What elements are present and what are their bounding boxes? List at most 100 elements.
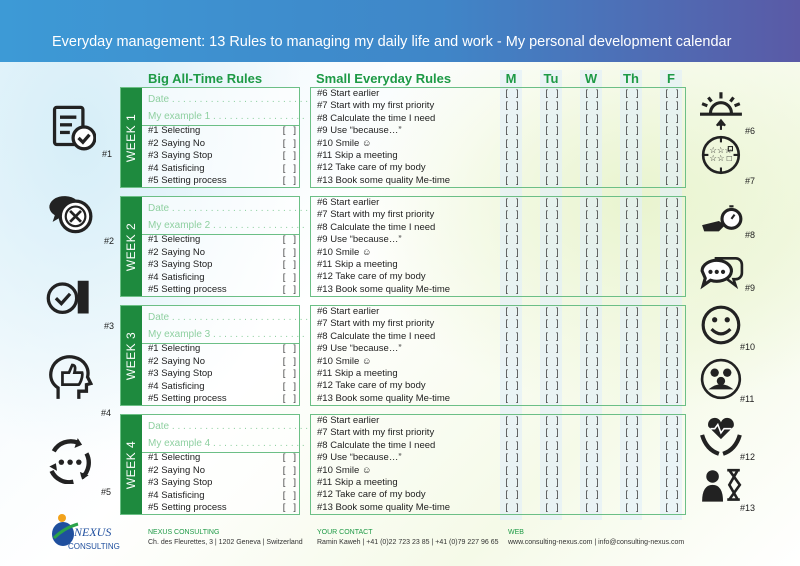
day-checkbox-m[interactable]: [ ] <box>505 501 519 513</box>
rule-checkbox[interactable]: [ ] <box>282 502 296 514</box>
day-checkbox-m[interactable]: [ ] <box>505 439 519 451</box>
day-checkbox-f[interactable]: [ ] <box>665 271 679 283</box>
day-checkbox-f[interactable]: [ ] <box>665 306 679 317</box>
date-field[interactable]: Date . . . . . . . . . . . . . . . . . .… <box>148 421 309 432</box>
day-checkbox-w[interactable]: [ ] <box>585 343 599 355</box>
day-checkbox-w[interactable]: [ ] <box>585 162 599 174</box>
day-checkbox-tu[interactable]: [ ] <box>545 197 559 208</box>
rule-checkbox[interactable]: [ ] <box>282 259 296 271</box>
rule-checkbox[interactable]: [ ] <box>282 137 296 149</box>
day-checkbox-w[interactable]: [ ] <box>585 246 599 258</box>
day-checkbox-tu[interactable]: [ ] <box>545 246 559 258</box>
rule-checkbox[interactable]: [ ] <box>282 393 296 405</box>
day-checkbox-th[interactable]: [ ] <box>625 209 639 221</box>
day-checkbox-f[interactable]: [ ] <box>665 234 679 246</box>
day-checkbox-tu[interactable]: [ ] <box>545 112 559 124</box>
day-checkbox-th[interactable]: [ ] <box>625 174 639 186</box>
date-field[interactable]: Date . . . . . . . . . . . . . . . . . .… <box>148 203 309 214</box>
day-checkbox-w[interactable]: [ ] <box>585 477 599 488</box>
day-checkbox-m[interactable]: [ ] <box>505 137 519 149</box>
day-checkbox-m[interactable]: [ ] <box>505 464 519 476</box>
day-checkbox-w[interactable]: [ ] <box>585 355 599 367</box>
day-checkbox-f[interactable]: [ ] <box>665 489 679 501</box>
date-field[interactable]: Date . . . . . . . . . . . . . . . . . .… <box>148 94 309 105</box>
day-checkbox-th[interactable]: [ ] <box>625 137 639 149</box>
day-checkbox-m[interactable]: [ ] <box>505 343 519 355</box>
day-checkbox-f[interactable]: [ ] <box>665 197 679 208</box>
day-checkbox-w[interactable]: [ ] <box>585 112 599 124</box>
day-checkbox-m[interactable]: [ ] <box>505 392 519 404</box>
day-checkbox-f[interactable]: [ ] <box>665 392 679 404</box>
day-checkbox-th[interactable]: [ ] <box>625 501 639 513</box>
example-field[interactable]: My example 3 . . . . . . . . . . . . . .… <box>148 329 305 340</box>
day-checkbox-th[interactable]: [ ] <box>625 259 639 270</box>
day-checkbox-tu[interactable]: [ ] <box>545 489 559 501</box>
day-checkbox-f[interactable]: [ ] <box>665 125 679 137</box>
rule-checkbox[interactable]: [ ] <box>282 464 296 476</box>
day-checkbox-tu[interactable]: [ ] <box>545 137 559 149</box>
day-checkbox-m[interactable]: [ ] <box>505 380 519 392</box>
day-checkbox-w[interactable]: [ ] <box>585 318 599 330</box>
rule-checkbox[interactable]: [ ] <box>282 477 296 489</box>
day-checkbox-f[interactable]: [ ] <box>665 88 679 99</box>
rule-checkbox[interactable]: [ ] <box>282 452 296 463</box>
day-checkbox-th[interactable]: [ ] <box>625 464 639 476</box>
day-checkbox-f[interactable]: [ ] <box>665 464 679 476</box>
day-checkbox-m[interactable]: [ ] <box>505 174 519 186</box>
day-checkbox-th[interactable]: [ ] <box>625 150 639 161</box>
day-checkbox-tu[interactable]: [ ] <box>545 259 559 270</box>
day-checkbox-th[interactable]: [ ] <box>625 88 639 99</box>
day-checkbox-m[interactable]: [ ] <box>505 150 519 161</box>
footer-web-text[interactable]: www.consulting-nexus.com | info@consulti… <box>508 539 685 546</box>
day-checkbox-th[interactable]: [ ] <box>625 489 639 501</box>
day-checkbox-w[interactable]: [ ] <box>585 392 599 404</box>
day-checkbox-th[interactable]: [ ] <box>625 112 639 124</box>
day-checkbox-m[interactable]: [ ] <box>505 330 519 342</box>
day-checkbox-th[interactable]: [ ] <box>625 125 639 137</box>
day-checkbox-w[interactable]: [ ] <box>585 209 599 221</box>
rule-checkbox[interactable]: [ ] <box>282 234 296 245</box>
day-checkbox-tu[interactable]: [ ] <box>545 415 559 426</box>
day-checkbox-f[interactable]: [ ] <box>665 368 679 379</box>
day-checkbox-f[interactable]: [ ] <box>665 259 679 270</box>
day-checkbox-f[interactable]: [ ] <box>665 246 679 258</box>
day-checkbox-tu[interactable]: [ ] <box>545 306 559 317</box>
day-checkbox-th[interactable]: [ ] <box>625 380 639 392</box>
day-checkbox-th[interactable]: [ ] <box>625 318 639 330</box>
day-checkbox-m[interactable]: [ ] <box>505 283 519 295</box>
day-checkbox-w[interactable]: [ ] <box>585 439 599 451</box>
day-checkbox-th[interactable]: [ ] <box>625 427 639 439</box>
day-checkbox-f[interactable]: [ ] <box>665 343 679 355</box>
day-checkbox-m[interactable]: [ ] <box>505 197 519 208</box>
day-checkbox-m[interactable]: [ ] <box>505 427 519 439</box>
day-checkbox-th[interactable]: [ ] <box>625 306 639 317</box>
day-checkbox-f[interactable]: [ ] <box>665 415 679 426</box>
day-checkbox-f[interactable]: [ ] <box>665 221 679 233</box>
day-checkbox-f[interactable]: [ ] <box>665 209 679 221</box>
day-checkbox-w[interactable]: [ ] <box>585 415 599 426</box>
day-checkbox-tu[interactable]: [ ] <box>545 174 559 186</box>
day-checkbox-m[interactable]: [ ] <box>505 415 519 426</box>
day-checkbox-tu[interactable]: [ ] <box>545 355 559 367</box>
day-checkbox-tu[interactable]: [ ] <box>545 464 559 476</box>
day-checkbox-f[interactable]: [ ] <box>665 355 679 367</box>
rule-checkbox[interactable]: [ ] <box>282 368 296 380</box>
day-checkbox-w[interactable]: [ ] <box>585 380 599 392</box>
day-checkbox-tu[interactable]: [ ] <box>545 501 559 513</box>
day-checkbox-tu[interactable]: [ ] <box>545 330 559 342</box>
rule-checkbox[interactable]: [ ] <box>282 355 296 367</box>
day-checkbox-m[interactable]: [ ] <box>505 355 519 367</box>
day-checkbox-th[interactable]: [ ] <box>625 246 639 258</box>
day-checkbox-th[interactable]: [ ] <box>625 477 639 488</box>
rule-checkbox[interactable]: [ ] <box>282 162 296 174</box>
day-checkbox-th[interactable]: [ ] <box>625 283 639 295</box>
day-checkbox-m[interactable]: [ ] <box>505 162 519 174</box>
rule-checkbox[interactable]: [ ] <box>282 284 296 296</box>
day-checkbox-w[interactable]: [ ] <box>585 271 599 283</box>
day-checkbox-w[interactable]: [ ] <box>585 259 599 270</box>
date-field[interactable]: Date . . . . . . . . . . . . . . . . . .… <box>148 312 309 323</box>
day-checkbox-w[interactable]: [ ] <box>585 234 599 246</box>
day-checkbox-tu[interactable]: [ ] <box>545 452 559 464</box>
day-checkbox-w[interactable]: [ ] <box>585 137 599 149</box>
day-checkbox-tu[interactable]: [ ] <box>545 318 559 330</box>
